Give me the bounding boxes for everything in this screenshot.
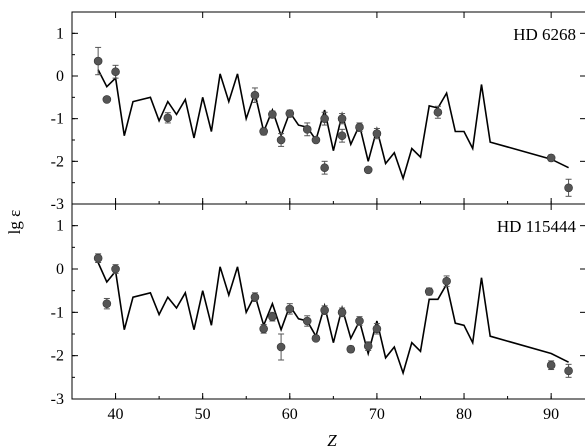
data-point — [163, 113, 173, 123]
data-point — [320, 114, 329, 123]
y-tick-label: 1 — [56, 218, 64, 235]
data-point — [355, 122, 364, 132]
model-line — [97, 262, 569, 376]
data-point — [285, 304, 295, 314]
data-point — [442, 276, 451, 286]
data-point — [546, 360, 556, 370]
data-point — [250, 292, 260, 302]
data-point — [302, 125, 312, 134]
y-tick-label: -1 — [51, 304, 64, 321]
data-point — [337, 308, 347, 317]
data-point — [259, 324, 268, 334]
data-point — [363, 165, 373, 175]
x-tick-label: 80 — [456, 406, 472, 423]
data-point — [276, 342, 286, 352]
data-point — [363, 341, 373, 351]
data-point — [337, 114, 347, 123]
data-point — [268, 110, 277, 119]
y-tick-label: -2 — [51, 348, 64, 365]
x-axis-title: Z — [327, 431, 337, 448]
x-tick-label: 50 — [195, 406, 211, 423]
data-point — [311, 334, 321, 343]
data-point — [564, 183, 573, 193]
x-tick-label: 90 — [543, 406, 559, 423]
panel-hd-6268: 1 0 -1 -2 -3 HD 6268 — [51, 11, 585, 213]
data-point — [546, 153, 556, 163]
data-point — [337, 131, 347, 141]
data-point — [111, 264, 120, 274]
y-tick-label: -3 — [51, 196, 64, 213]
panel-label: HD 115444 — [497, 217, 577, 236]
data-point — [268, 312, 277, 321]
x-tick-label: 70 — [369, 406, 385, 423]
data-point — [102, 299, 112, 308]
y-tick-label: 1 — [56, 25, 64, 42]
x-tick-label: 60 — [282, 406, 298, 423]
data-point — [346, 344, 356, 354]
plot-frame — [71, 203, 585, 400]
data-point — [372, 129, 382, 138]
y-tick-label: 0 — [56, 68, 64, 85]
data-point — [285, 109, 295, 118]
y-tick-label: -2 — [51, 153, 64, 170]
y-tick-label: -1 — [51, 111, 64, 128]
x-tick-label: 40 — [108, 406, 124, 423]
data-point — [320, 163, 329, 173]
data-point — [93, 56, 103, 66]
y-tick-label: -3 — [51, 391, 64, 408]
plot-frame — [71, 11, 585, 205]
data-point — [355, 316, 364, 326]
data-point — [320, 305, 329, 315]
data-point — [276, 135, 286, 145]
panel-label: HD 6268 — [513, 25, 576, 44]
data-point — [564, 366, 573, 376]
data-point — [424, 287, 434, 296]
data-point — [311, 135, 321, 145]
data-point — [93, 253, 103, 263]
data-point — [302, 316, 312, 326]
data-point — [433, 107, 443, 117]
data-point — [372, 324, 382, 334]
data-point — [250, 90, 260, 100]
y-tick-label: 0 — [56, 261, 64, 278]
data-point — [259, 127, 268, 136]
panel-hd-115444: 1 0 -1 -2 -3 40 50 60 70 80 90 HD 115444 — [51, 203, 585, 423]
model-line — [97, 69, 569, 182]
data-point — [102, 95, 112, 104]
y-axis-title: lg ε — [5, 210, 24, 235]
data-point — [111, 67, 120, 77]
